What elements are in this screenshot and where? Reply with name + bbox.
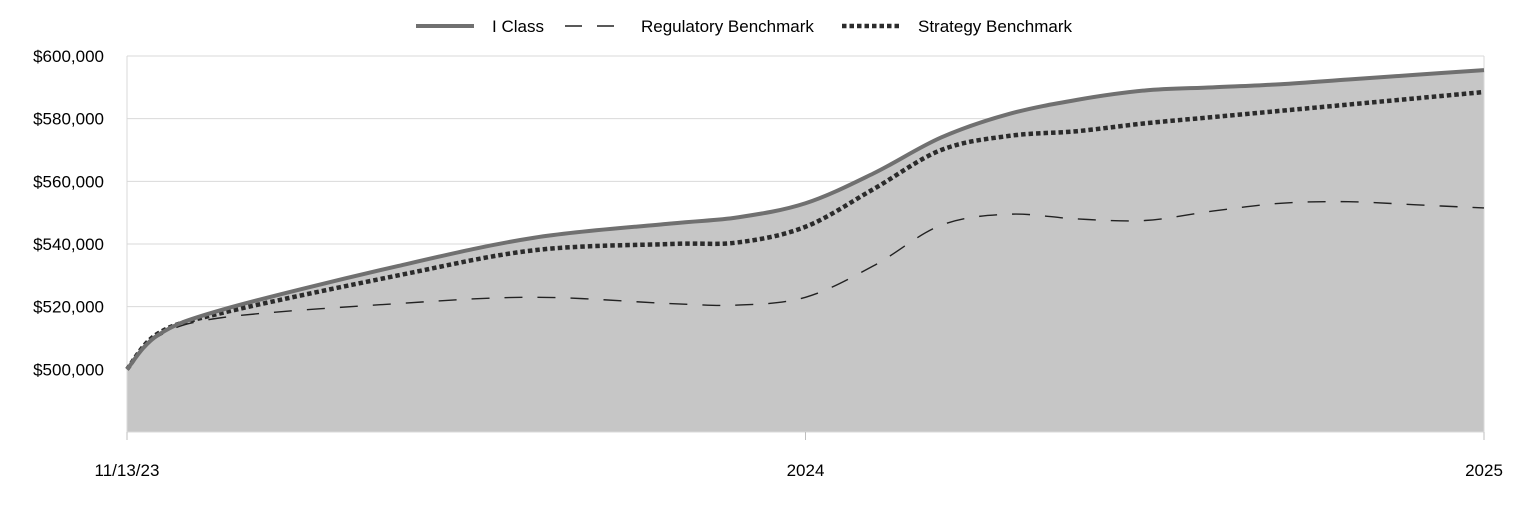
legend: I Class Regulatory Benchmark Strategy Be… [416,17,1073,36]
legend-label-strategy-benchmark: Strategy Benchmark [918,17,1073,36]
legend-item-regulatory-benchmark: Regulatory Benchmark [565,17,814,36]
series-lines [125,68,1485,371]
legend-item-strategy-benchmark: Strategy Benchmark [842,17,1073,36]
x-tick-label-1: 2024 [787,461,825,480]
legend-label-i-class: I Class [492,17,544,36]
x-tick-label-0: 11/13/23 [95,461,160,480]
series-line-regulatory-benchmark [126,200,1485,370]
y-tick-label-1: $520,000 [33,298,104,317]
y-tick-label-5: $600,000 [33,47,104,66]
area-fill [127,70,1484,432]
area-i-class [127,70,1484,432]
x-axis-ticks: 11/13/23 2024 2025 [95,432,1503,480]
legend-item-i-class: I Class [416,17,544,36]
y-tick-label-0: $500,000 [33,360,104,379]
y-tick-label-4: $580,000 [33,110,104,129]
y-axis-ticks: $500,000 $520,000 $540,000 $560,000 $580,000… [33,47,104,379]
x-tick-label-2: 2025 [1465,461,1503,480]
y-tick-label-3: $560,000 [33,172,104,191]
series-line-i-class [125,68,1485,371]
series-line-strategy-benchmark [125,89,1485,371]
legend-label-regulatory-benchmark: Regulatory Benchmark [641,17,814,36]
y-tick-label-2: $540,000 [33,235,104,254]
